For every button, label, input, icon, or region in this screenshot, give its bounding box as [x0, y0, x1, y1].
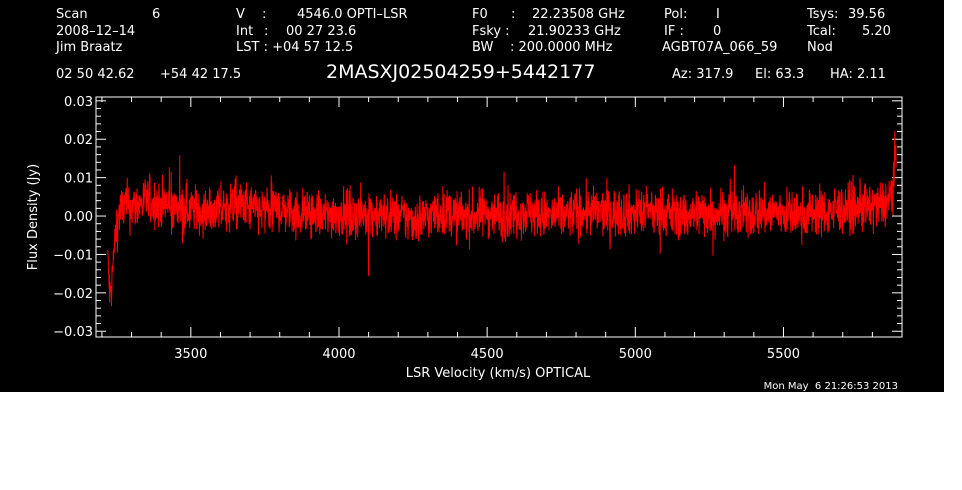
velocity-label: V: [236, 7, 245, 22]
y-axis-ticks: −0.03 −0.02 −0.01 0.00 0.01 0.02 0.03: [53, 95, 902, 340]
y-tick-label: −0.01: [53, 248, 93, 263]
x-tick-label: 5000: [619, 347, 652, 362]
tsys-label: Tsys:: [806, 7, 838, 22]
velocity-value: 4546.0 OPTI–LSR: [297, 7, 408, 22]
y-axis-label: Flux Density (Jy): [26, 164, 41, 270]
f0-value: 22.23508 GHz: [532, 7, 625, 22]
observing-mode: Nod: [807, 40, 833, 55]
f0-sep: :: [511, 7, 515, 22]
ra-coordinate: 02 50 42.62: [56, 67, 135, 82]
dec-coordinate: +54 42 17.5: [160, 67, 241, 82]
y-tick-label: 0.00: [64, 210, 93, 225]
velocity-sep: :: [262, 7, 266, 22]
tcal-value: 5.20: [862, 24, 891, 39]
f0-label: F0: [472, 7, 488, 22]
pol-value: I: [716, 7, 720, 22]
y-tick-label: −0.02: [53, 287, 93, 302]
plot-panel: Scan 6 V : 4546.0 OPTI–LSR F0 : 22.23508…: [0, 0, 944, 392]
lst-readout: LST : +04 57 12.5: [236, 40, 353, 55]
x-axis-ticks: 3500 4000 4500 5000 5500: [101, 97, 903, 362]
scan-value: 6: [152, 7, 160, 22]
spectrum-trace-group: [107, 130, 897, 307]
observer-name: Jim Braatz: [55, 40, 123, 55]
y-tick-label: 0.02: [64, 133, 93, 148]
bw-label: BW: [472, 40, 493, 55]
spectrum-line: [107, 130, 897, 307]
y-tick-label: 0.01: [64, 172, 93, 187]
render-timestamp: Mon May 6 21:26:53 2013: [764, 381, 898, 392]
bw-value: : 200.0000 MHz: [510, 40, 613, 55]
x-axis-label: LSR Velocity (km/s) OPTICAL: [406, 366, 591, 381]
scan-label: Scan: [56, 7, 88, 22]
int-sep: :: [264, 24, 268, 39]
int-label: Int: [236, 24, 253, 39]
pol-label: Pol:: [664, 7, 687, 22]
azimuth-readout: Az: 317.9: [672, 67, 733, 82]
x-tick-label: 4000: [322, 347, 355, 362]
source-name-title: 2MASXJ02504259+5442177: [326, 61, 595, 83]
if-label: IF :: [664, 24, 684, 39]
x-tick-label: 4500: [471, 347, 504, 362]
x-tick-label: 3500: [174, 347, 207, 362]
plot-frame: [95, 96, 903, 338]
y-tick-label: −0.03: [53, 325, 93, 340]
tcal-label: Tcal:: [806, 24, 836, 39]
y-tick-label: 0.03: [64, 95, 93, 110]
fsky-value: 21.90233 GHz: [528, 24, 621, 39]
hour-angle-readout: HA: 2.11: [830, 67, 886, 82]
x-tick-label: 5500: [767, 347, 800, 362]
spectrum-plot: Scan 6 V : 4546.0 OPTI–LSR F0 : 22.23508…: [26, 7, 903, 392]
project-id: AGBT07A_066_59: [662, 40, 777, 55]
int-value: 00 27 23.6: [286, 24, 356, 39]
if-value: 0: [713, 24, 721, 39]
tsys-value: 39.56: [848, 7, 885, 22]
elevation-readout: El: 63.3: [755, 67, 804, 82]
fsky-label: Fsky :: [472, 24, 510, 39]
scan-date: 2008–12–14: [56, 24, 135, 39]
